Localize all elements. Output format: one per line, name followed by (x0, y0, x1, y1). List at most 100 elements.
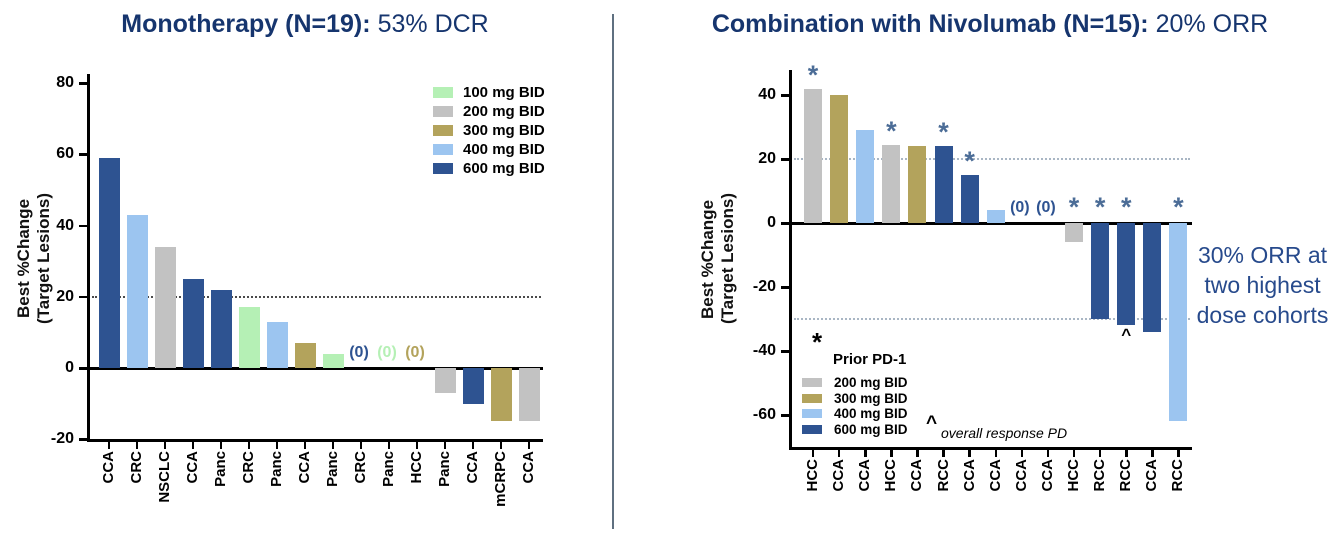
zero-value-label: (0) (349, 344, 369, 361)
y-axis-tick (781, 414, 790, 417)
legend-label: 400 mg BID (463, 141, 545, 158)
x-tick-label: CCA (296, 451, 313, 484)
bar (462, 368, 484, 404)
legend-swatch (802, 393, 822, 403)
x-axis-tick (942, 449, 945, 457)
y-axis-tick (79, 82, 88, 85)
x-axis-tick (1020, 449, 1024, 457)
x-tick-label: HCC (804, 459, 822, 492)
left-y-axis-label-line2: (Target Lesions) (34, 193, 53, 324)
legend-item: 600 mg BID (433, 160, 545, 177)
orr-annotation: 30% ORR at two highest dose cohorts (1190, 240, 1335, 330)
legend-label: 200 mg BID (463, 103, 545, 120)
x-tick-label: Panc (212, 451, 229, 487)
prior-pd1-star-marker: * (886, 115, 897, 146)
y-tick-label: 40 (56, 216, 74, 234)
x-tick-label: CCA (960, 459, 978, 492)
x-axis-tick (1098, 449, 1102, 457)
x-tick-label: CCA (986, 459, 1004, 492)
bar (490, 368, 512, 422)
x-axis-tick (527, 441, 531, 449)
x-axis-tick (135, 441, 139, 449)
orr-annotation-line1: 30% ORR at (1197, 242, 1328, 268)
bar (960, 175, 979, 223)
x-axis-tick (331, 441, 335, 449)
prior-pd1-star-marker: * (964, 146, 975, 176)
y-tick-label: 60 (56, 145, 74, 163)
y-tick-label: -40 (752, 342, 776, 359)
y-tick-label: 20 (758, 150, 776, 167)
x-axis-tick (837, 449, 841, 457)
y-axis-tick (79, 153, 88, 156)
bar (294, 343, 316, 368)
zero-value-label: (0) (377, 344, 397, 361)
y-axis-tick (781, 222, 790, 225)
legend-swatch (433, 125, 453, 136)
y-axis-tick (79, 295, 88, 299)
y-axis-tick (79, 224, 88, 228)
x-axis-tick (359, 441, 363, 449)
bar (322, 353, 344, 368)
legend-label: 600 mg BID (834, 421, 908, 437)
x-axis-tick (916, 449, 919, 457)
right-y-axis-label-line2: (Target Lesions) (718, 193, 737, 325)
legend-label: 300 mg BID (834, 390, 908, 406)
x-tick-label: CCA (1143, 459, 1161, 492)
legend-item: 400 mg BID (433, 141, 545, 158)
x-axis-tick (443, 441, 447, 449)
zero-value-label: (0) (1036, 199, 1056, 216)
left-chart-title-rest: 53% DCR (377, 10, 489, 38)
y-axis-tick (781, 286, 790, 289)
x-axis-tick (191, 441, 195, 449)
y-axis-line (789, 70, 792, 450)
x-axis-tick (219, 441, 223, 449)
legend-swatch (802, 409, 822, 418)
y-tick-label: 40 (758, 86, 776, 103)
x-axis-tick (471, 441, 475, 449)
y-tick-label: -20 (50, 430, 74, 448)
x-tick-label: CCA (520, 451, 537, 484)
x-tick-label: CRC (128, 451, 145, 484)
y-tick-label: 0 (65, 359, 74, 376)
right-chart-title: Combination with Nivolumab (N=15): 20% OR… (660, 10, 1320, 40)
prior-pd1-star-marker: * (1068, 192, 1080, 222)
legend-label: 200 mg BID (834, 375, 908, 390)
bar (934, 146, 953, 223)
x-axis-tick (1072, 449, 1076, 457)
right-chart-title-bold: Combination with Nivolumab (N=15): (711, 10, 1149, 38)
x-axis-line (789, 447, 1192, 450)
x-tick-label: CCA (184, 451, 201, 484)
legend-swatch (433, 87, 453, 98)
prior-pd1-star-marker: * (1173, 192, 1184, 222)
reference-line (794, 318, 1190, 320)
y-tick-label: 80 (56, 74, 74, 92)
y-axis-tick (781, 350, 790, 353)
x-tick-label: Panc (268, 451, 285, 487)
x-axis-tick (163, 441, 167, 449)
x-tick-label: CCA (908, 459, 926, 492)
zero-value-label: (0) (405, 344, 425, 361)
legend-label: 300 mg BID (463, 122, 545, 139)
x-axis-tick (107, 441, 111, 449)
panel-divider (612, 14, 614, 529)
legend-swatch (802, 424, 822, 434)
legend-swatch (433, 163, 453, 174)
bar (518, 368, 540, 422)
left-chart-title-bold: Monotherapy (N=19): (121, 10, 371, 38)
bar (126, 214, 148, 368)
x-tick-label: mCRPC (492, 451, 509, 507)
zero-baseline (792, 221, 1192, 225)
x-tick-label: CCA (1038, 459, 1056, 492)
x-axis-tick (1177, 449, 1180, 457)
x-axis-tick (387, 441, 391, 449)
prior-pd1-label: Prior PD-1 (833, 351, 907, 368)
bar (1065, 223, 1084, 243)
right-chart-title-rest: 20% ORR (1155, 10, 1269, 38)
bar (434, 368, 456, 393)
prior-pd1-star-marker: * (807, 59, 819, 90)
x-axis-tick (811, 449, 815, 457)
x-axis-tick (499, 441, 503, 449)
bar (154, 246, 176, 368)
x-tick-label: RCC (1117, 459, 1135, 492)
